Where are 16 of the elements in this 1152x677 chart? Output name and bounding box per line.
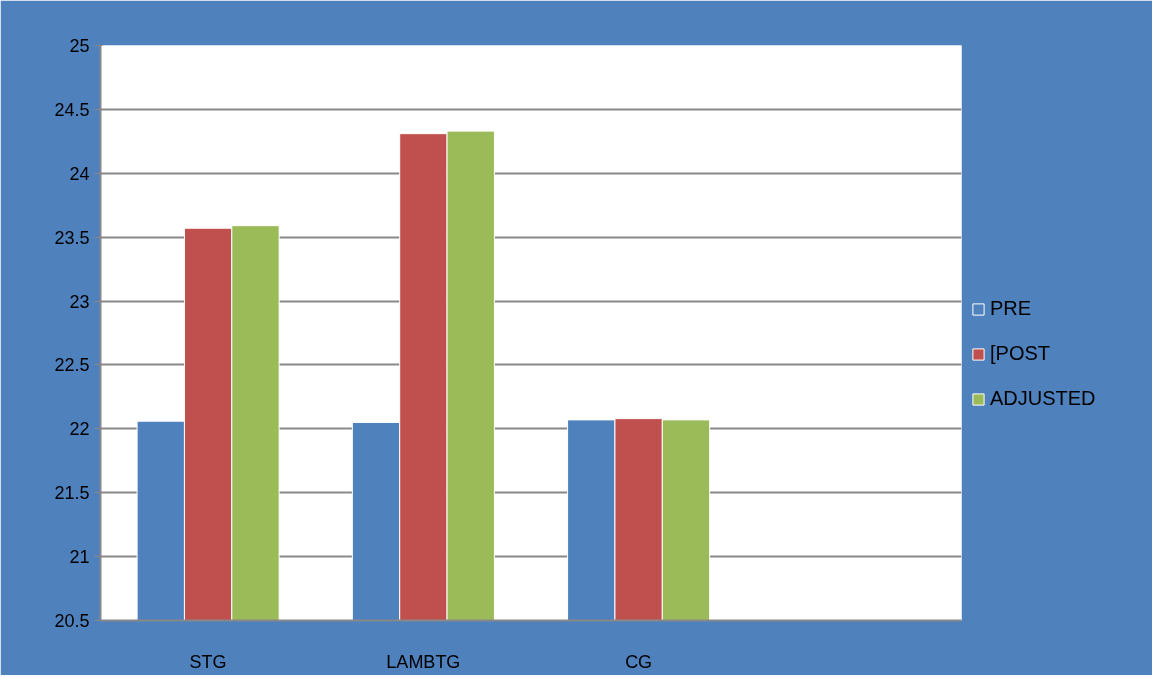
y-tick-label: 23.5 — [54, 227, 90, 248]
legend-label: PRE — [990, 297, 1032, 320]
x-tick-label: STG — [189, 651, 227, 672]
y-tick-label: 24.5 — [54, 99, 90, 120]
y-tick-label: 25 — [69, 36, 90, 56]
x-tick-label: CG — [625, 651, 653, 672]
legend-label: ADJUSTED — [990, 387, 1096, 410]
y-tick-label: 21.5 — [54, 483, 90, 504]
x-tick-label: LAMBTG — [386, 651, 461, 672]
y-tick-label: 20.5 — [54, 611, 90, 631]
y-tick-label: 21 — [69, 547, 90, 568]
legend-label: [POST — [990, 342, 1051, 365]
y-tick-label: 23 — [69, 291, 90, 312]
y-tick-label: 24 — [69, 163, 90, 184]
y-tick-label: 22 — [69, 419, 90, 440]
y-tick-label: 22.5 — [54, 355, 90, 376]
